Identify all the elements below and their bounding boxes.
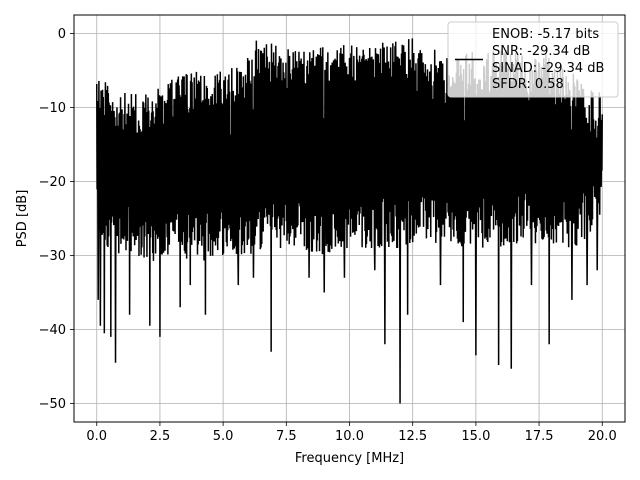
y-tick-label: −20 (39, 175, 66, 190)
x-tick-label: 15.0 (461, 429, 490, 444)
y-tick-label: 0 (58, 27, 66, 42)
legend-entry-sfdr: SFDR: 0.58 (492, 77, 564, 92)
y-tick-label: −40 (39, 323, 66, 338)
legend-entry-enob: ENOB: -5.17 bits (492, 27, 599, 42)
legend-box (447, 21, 619, 98)
y-tick-label: −50 (39, 397, 66, 412)
x-axis-label: Frequency [MHz] (295, 451, 404, 466)
y-tick-label: −30 (39, 249, 66, 264)
x-tick-label: 12.5 (398, 429, 427, 444)
x-tick-label: 5.0 (213, 429, 234, 444)
x-tick-label: 2.5 (150, 429, 171, 444)
x-tick-label: 20.0 (588, 429, 617, 444)
x-tick-label: 17.5 (525, 429, 554, 444)
psd-series-line (96, 38, 603, 404)
legend-entry-snr: SNR: -29.34 dB (492, 44, 590, 59)
y-axis-ticks: 0 −10 −20 −30 −40 −50 (39, 27, 74, 412)
psd-trace (96, 38, 603, 404)
legend: ENOB: -5.17 bits SNR: -29.34 dB SINAD: -… (447, 21, 619, 98)
x-tick-label: 7.5 (276, 429, 297, 444)
x-tick-label: 0.0 (86, 429, 107, 444)
y-axis-label: PSD [dB] (15, 190, 30, 248)
x-tick-label: 10.0 (335, 429, 364, 444)
x-axis-ticks: 0.0 2.5 5.0 7.5 10.0 12.5 15.0 17.5 20.0 (86, 422, 617, 444)
legend-entry-sinad: SINAD: -29.34 dB (492, 61, 604, 76)
y-tick-label: −10 (39, 101, 66, 116)
